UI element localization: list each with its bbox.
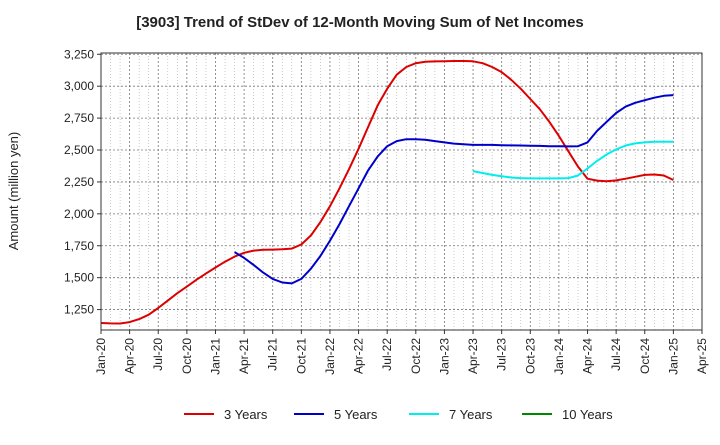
y-axis-label: Amount (million yen) [6,132,21,251]
x-tick-label: Apr-24 [581,338,595,374]
x-tick-label: Jan-21 [209,338,223,375]
grid-layer [101,53,702,330]
x-tick-label: Jul-20 [151,338,165,371]
x-tick-label: Jul-23 [495,338,509,371]
x-tick-label: Jan-24 [552,338,566,375]
series-line-2 [234,94,674,285]
x-tick-label: Jan-23 [437,338,451,375]
x-tick-label: Jan-25 [666,338,680,375]
x-tick-label: Jul-21 [266,338,280,371]
y-tick-label: 2,750 [64,111,94,125]
x-tick-label: Jul-24 [609,338,623,371]
legend-label-3: 7 Years [449,407,493,422]
y-tick-label: 1,250 [64,303,94,317]
x-tick-label: Apr-23 [466,338,480,374]
plot-background [101,53,702,330]
y-tick-label: 3,000 [64,79,94,93]
y-tick-label: 2,250 [64,175,94,189]
series-line-1 [100,60,674,325]
x-tick-label: Apr-25 [695,338,709,374]
x-tick-label: Apr-22 [352,338,366,374]
x-tick-label: Oct-24 [638,338,652,374]
y-tick-label: 2,000 [64,207,94,221]
y-tick-label: 3,250 [64,47,94,61]
x-tick-label: Oct-22 [409,338,423,374]
y-tick-label: 2,500 [64,143,94,157]
chart-title: [3903] Trend of StDev of 12-Month Moving… [136,14,584,31]
series-line-3 [472,140,674,180]
axis-layer: 1,250 1,500 1,750 2,000 2,250 2,500 2,750 3,000… [64,47,709,374]
x-tick-label: Oct-20 [180,338,194,374]
plot-area [101,53,702,330]
y-tick-label: 1,750 [64,239,94,253]
x-tick-label: Apr-21 [237,338,251,374]
legend-label-2: 5 Years [334,407,378,422]
x-tick-label: Oct-21 [294,338,308,374]
x-tick-label: Oct-23 [523,338,537,374]
series-layer [100,60,674,325]
x-tick-label: Apr-20 [123,338,137,374]
legend-label-4: 10 Years [562,407,613,422]
x-tick-label: Jan-22 [323,338,337,375]
plot-frame [100,52,703,331]
x-tick-label: Jan-20 [94,338,108,375]
legend-layer: 3 Years 5 Years 7 Years 10 Years [184,407,613,422]
x-tick-label: Jul-22 [380,338,394,371]
legend-label-1: 3 Years [224,407,268,422]
y-tick-label: 1,500 [64,271,94,285]
